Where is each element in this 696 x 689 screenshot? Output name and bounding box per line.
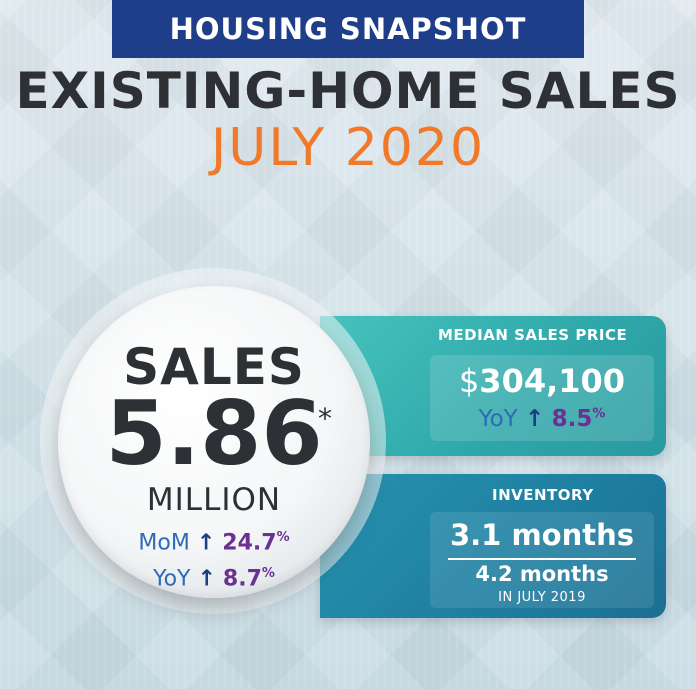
yoy-unit: % (261, 566, 275, 581)
price-number: 304,100 (479, 362, 626, 400)
price-yoy-value: 8.5 (551, 406, 593, 432)
currency-symbol: $ (458, 362, 480, 400)
up-arrow-icon: ↑ (197, 566, 216, 592)
yoy-label: YoY (153, 566, 191, 592)
sales-unit: MILLION (146, 482, 282, 518)
page-subtitle: JULY 2020 (210, 118, 486, 178)
inventory-box (430, 512, 654, 608)
sales-yoy: YoY ↑ 8.7% (58, 566, 370, 591)
inventory-label: INVENTORY (492, 486, 594, 504)
mom-unit: % (276, 530, 290, 545)
inventory-panel (320, 474, 666, 618)
mom-value: 24.7 (222, 530, 277, 556)
header-banner: HOUSING SNAPSHOT (112, 0, 584, 58)
mom-label: MoM (138, 530, 190, 556)
sales-mom: MoM ↑ 24.7% (58, 530, 370, 555)
sales-value: 5.86 (105, 382, 323, 485)
inventory-previous-note: IN JULY 2019 (498, 590, 586, 605)
inventory-current: 3.1 months (449, 518, 635, 552)
median-price-yoy: YoY ↑ 8.5% (430, 406, 654, 432)
sales-label: SALES (123, 338, 305, 396)
banner-text: HOUSING SNAPSHOT (169, 12, 527, 46)
yoy-value: 8.7 (222, 566, 262, 592)
sales-asterisk: * (318, 402, 332, 435)
median-price-label: MEDIAN SALES PRICE (438, 326, 628, 344)
inventory-previous: 4.2 months (475, 562, 609, 586)
price-yoy-unit: % (592, 406, 606, 422)
sales-circle (58, 286, 370, 598)
inventory-divider (448, 558, 636, 560)
median-price-value: $304,100 (430, 362, 654, 400)
up-arrow-icon: ↑ (196, 530, 216, 556)
up-arrow-icon: ↑ (525, 406, 545, 432)
page-title: EXISTING-HOME SALES (15, 62, 681, 120)
median-price-box (430, 355, 654, 441)
price-yoy-label: YoY (478, 406, 518, 432)
